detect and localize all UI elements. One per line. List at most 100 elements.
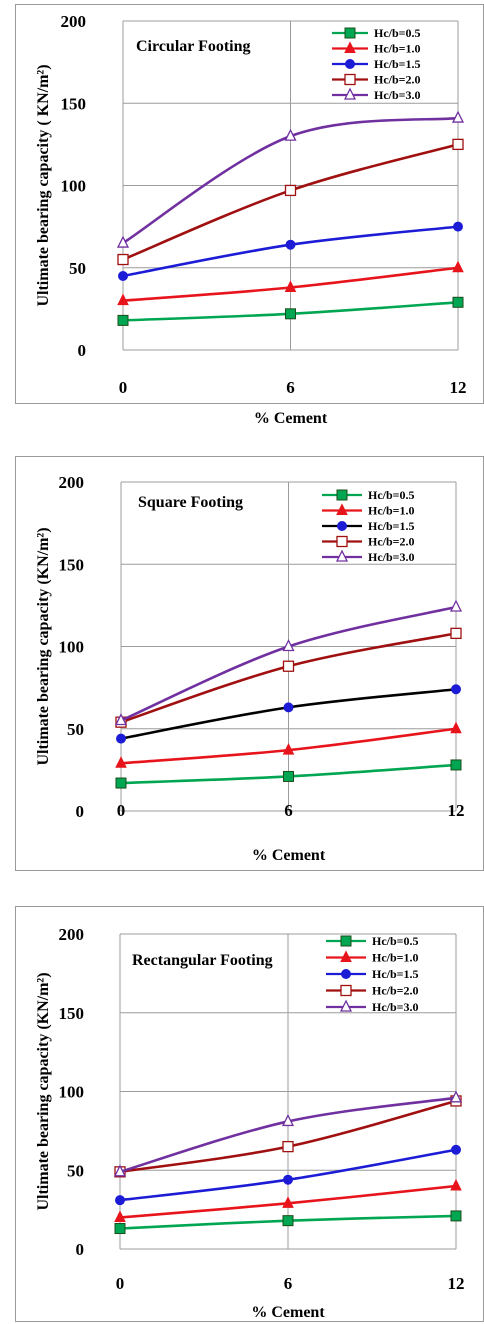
data-point: [115, 756, 127, 768]
y-tick-label: 150: [59, 1004, 85, 1023]
legend-item: Hc/b=3.0: [326, 999, 419, 1014]
x-tick-label: 6: [284, 801, 293, 820]
y-tick-label: 0: [76, 802, 85, 821]
y-tick-label: 200: [61, 12, 87, 31]
legend-label: Hc/b=3.0: [368, 550, 415, 564]
x-axis-title: % Cement: [252, 847, 326, 864]
x-tick-label: 0: [116, 1274, 125, 1293]
legend-label: Hc/b=1.5: [374, 57, 421, 71]
series-hc-b-3-0: [114, 599, 463, 726]
data-point: [451, 684, 461, 695]
series-hc-b-2-0: [117, 138, 464, 266]
y-axis-title: Ultimate bearing capacity (KN/m²): [35, 972, 52, 1210]
y-tick-label: 50: [67, 720, 84, 739]
legend-label: Hc/b=1.0: [368, 504, 415, 518]
legend-marker: [336, 503, 348, 515]
legend-label: Hc/b=1.0: [374, 42, 421, 56]
legend-label: Hc/b=1.5: [368, 519, 415, 533]
chart-panel-rectangular: 0 50 100 150 200 0 6 12 % Cement Ultimate bearing…: [15, 906, 484, 1322]
legend-item: Hc/b=0.5: [322, 488, 415, 502]
series-hc-b-0-5: [114, 1210, 462, 1235]
data-point: [450, 627, 462, 639]
legend-marker: [340, 984, 352, 997]
legend-item: Hc/b=3.0: [332, 87, 421, 102]
data-point: [117, 314, 129, 326]
data-point: [117, 293, 129, 306]
x-tick-label: 0: [119, 378, 128, 397]
chart-title: Circular Footing: [136, 38, 251, 55]
legend-marker: [340, 950, 352, 962]
series-hc-b-3-0: [113, 1090, 463, 1177]
legend-label: Hc/b=0.5: [372, 934, 419, 948]
data-point: [450, 1210, 462, 1222]
series-hc-b-1-0: [117, 260, 464, 306]
data-point: [115, 1195, 125, 1206]
x-tick-label: 12: [448, 1274, 465, 1293]
data-point: [450, 1178, 462, 1191]
data-point: [452, 260, 464, 273]
legend-marker: [345, 59, 355, 69]
legend-item: Hc/b=1.5: [326, 967, 419, 981]
legend-marker: [344, 41, 356, 53]
data-point: [452, 138, 464, 151]
data-point: [284, 184, 297, 197]
data-point: [113, 1164, 127, 1177]
y-axis-title: Ultimate bearing capacity ( KN/m²): [35, 64, 52, 306]
x-tick-label: 12: [448, 801, 465, 820]
data-point: [115, 777, 127, 789]
legend-marker: [336, 489, 348, 501]
x-tick-label: 6: [284, 1274, 293, 1293]
legend-marker: [340, 935, 352, 947]
y-tick-label: 0: [76, 1240, 85, 1259]
data-point: [116, 235, 130, 248]
legend: Hc/b=0.5 Hc/b=1.0Hc/b=1.5 Hc/b=2.0Hc/b=3.0: [322, 488, 415, 564]
x-tick-label: 12: [450, 378, 467, 397]
y-tick-label: 100: [59, 1083, 85, 1102]
data-point: [114, 1223, 126, 1235]
data-point: [282, 639, 295, 652]
chart-square-footing: 0 50 100 150 200 0 6 12 % Cement Ultimate bearing…: [35, 473, 465, 864]
legend-marker: [344, 73, 356, 86]
legend-item: Hc/b=1.5: [332, 57, 421, 71]
legend-label: Hc/b=3.0: [372, 1000, 419, 1014]
data-point: [282, 743, 295, 755]
data-point: [451, 1144, 461, 1155]
legend-marker: [343, 87, 357, 100]
legend-item: Hc/b=1.5: [322, 519, 415, 533]
data-point: [282, 1215, 294, 1227]
legend: Hc/b=0.5Hc/b=1.0Hc/b=1.5Hc/b=2.0Hc/b=3.0: [326, 934, 419, 1014]
data-point: [284, 128, 297, 141]
legend: Hc/b=0.5 Hc/b=1.0Hc/b=1.5 Hc/b=2.0Hc/b=3.0: [332, 26, 421, 102]
series-hc-b-1-5: [115, 1144, 461, 1206]
y-tick-label: 200: [59, 473, 85, 492]
data-point: [282, 1196, 294, 1208]
legend-marker: [344, 27, 356, 39]
legend-item: Hc/b=1.0: [332, 41, 421, 56]
data-point: [452, 296, 464, 308]
legend-item: Hc/b=0.5: [332, 26, 421, 40]
legend-label: Hc/b=1.0: [372, 951, 419, 965]
data-point: [451, 110, 465, 123]
data-point: [114, 1210, 126, 1222]
legend-item: Hc/b=2.0: [332, 73, 421, 87]
data-point: [283, 1174, 293, 1185]
y-tick-label: 0: [78, 341, 87, 360]
y-tick-label: 150: [61, 94, 87, 113]
x-axis-title: % Cement: [254, 410, 328, 427]
legend-label: Hc/b=2.0: [374, 73, 421, 87]
x-axis-title: % Cement: [251, 1304, 325, 1321]
legend-item: Hc/b=3.0: [322, 549, 415, 564]
legend-label: Hc/b=2.0: [368, 535, 415, 549]
legend-marker: [341, 969, 351, 979]
legend-marker: [336, 535, 348, 548]
legend-marker: [337, 521, 347, 531]
series-hc-b-1-5: [118, 221, 463, 281]
data-point: [449, 1090, 463, 1103]
data-point: [453, 221, 463, 232]
chart-panel-circular: 0 50 100 150 200 0 6 12 % Cement Ultimate bearing…: [15, 4, 484, 427]
data-point: [282, 660, 295, 672]
data-point: [118, 270, 128, 281]
chart-panel-square: 0 50 100 150 200 0 6 12 % Cement Ultimate bearing…: [15, 456, 484, 871]
axes: 0 50 100 150 200 0 6 12: [61, 12, 467, 397]
legend-item: Hc/b=0.5: [326, 934, 419, 948]
